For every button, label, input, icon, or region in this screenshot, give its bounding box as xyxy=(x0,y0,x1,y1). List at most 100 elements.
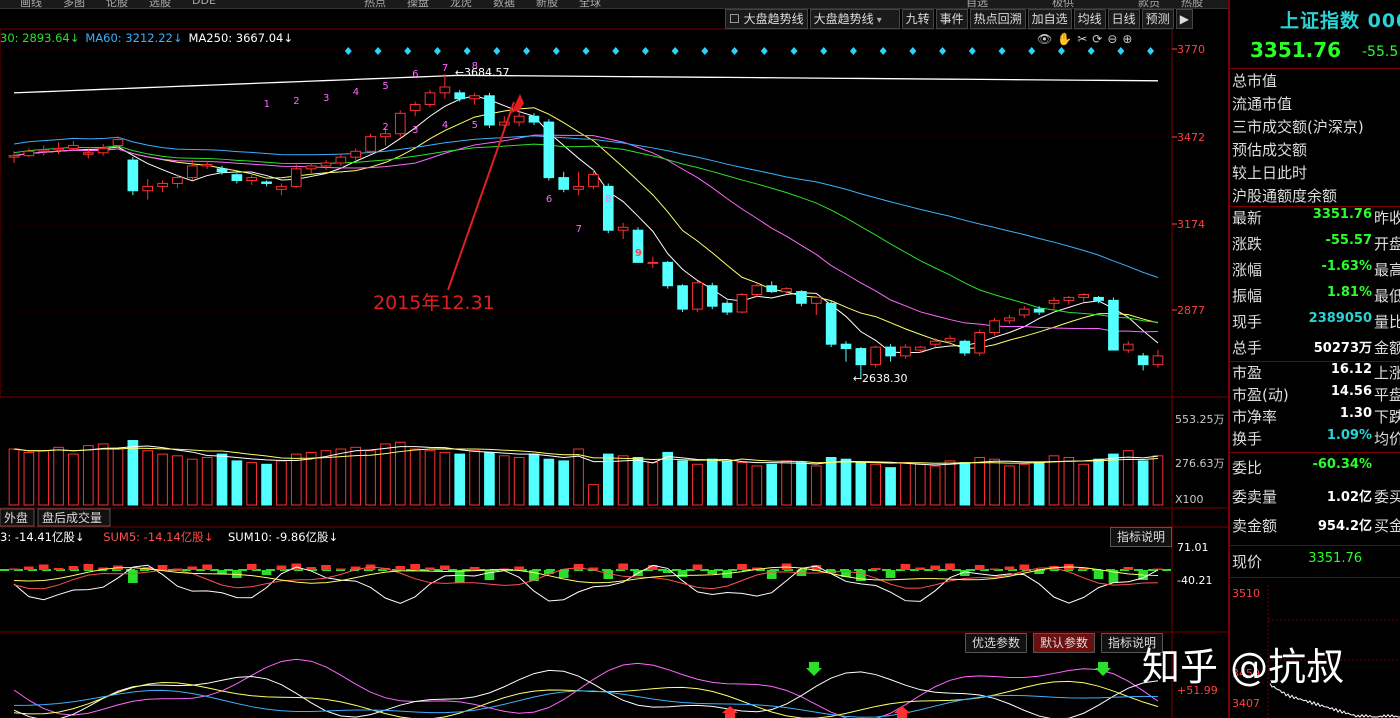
ma-legend-item: 30: 2893.64↓ xyxy=(0,31,80,45)
top-menu-item[interactable]: 论股 xyxy=(106,0,128,9)
volume-bar xyxy=(870,463,882,506)
hand-icon[interactable]: ✋ xyxy=(1057,32,1073,46)
volume-bar xyxy=(142,450,154,506)
annotation-arrow xyxy=(447,101,515,291)
top-menu-item[interactable]: 新股 xyxy=(536,0,558,9)
indicator1-bar xyxy=(826,570,836,573)
nine-turn-label: 3 xyxy=(323,93,329,104)
candle-body xyxy=(870,346,882,366)
volume-bar xyxy=(216,453,228,506)
indicator2-line-b xyxy=(13,669,1159,718)
top-menu-item[interactable]: 款员 xyxy=(1138,0,1160,9)
indicator1-bar xyxy=(380,568,391,570)
toolbar-button-8[interactable]: 预测 xyxy=(1141,9,1174,29)
top-menu-bar: 画线 多图 论股 选股 DDE 热点 操盘 龙虎 数据 新股 全球 自选 极供 款员 热股 xyxy=(0,0,1228,9)
candle-body xyxy=(513,115,525,123)
toolbar-button-1[interactable]: 大盘趋势线 xyxy=(809,9,900,29)
indicator1-bar xyxy=(856,570,866,581)
candle-body xyxy=(796,291,807,304)
indicator1-help-button[interactable]: 指标说明 xyxy=(1110,527,1173,547)
price-pane-border xyxy=(0,28,1173,398)
volume-bar xyxy=(573,448,584,506)
candle-body xyxy=(201,163,213,167)
candle-body xyxy=(736,294,748,313)
top-menu-item[interactable]: 热点 xyxy=(364,0,386,9)
nine-turn-label: 6 xyxy=(412,69,418,80)
ma20-line xyxy=(13,134,1159,333)
candle-body xyxy=(810,296,822,304)
eye-icon[interactable]: 👁 xyxy=(1037,32,1053,46)
indicator1-bar xyxy=(930,565,940,570)
indicator1-bar xyxy=(915,567,926,570)
toolbar-button-5[interactable]: 加自选 xyxy=(1027,9,1072,29)
nine-turn-label: 9 xyxy=(635,248,642,259)
signal-diamond xyxy=(849,47,857,55)
indicator-help-button[interactable]: 指标说明 xyxy=(1101,633,1164,653)
candle-body xyxy=(68,144,79,149)
candle-body xyxy=(662,261,674,287)
indicator1-bar xyxy=(321,565,331,570)
nine-turn-label: 3 xyxy=(412,125,418,136)
top-menu-item[interactable]: 选股 xyxy=(149,0,171,9)
candle-body xyxy=(38,149,50,152)
signal-diamond xyxy=(374,47,382,55)
zoom-in-icon[interactable]: ⊕ xyxy=(1122,32,1133,46)
toolbar-button-0[interactable]: ☐ 大盘趋势线 xyxy=(725,9,808,29)
top-menu-item[interactable]: 操盘 xyxy=(407,0,429,9)
top-menu-item[interactable]: 数据 xyxy=(493,0,515,9)
indicator1-bar xyxy=(187,566,198,570)
zoom-out-icon[interactable]: ⊖ xyxy=(1107,32,1118,46)
top-menu-item[interactable]: 多图 xyxy=(63,0,85,9)
indicator1-bar xyxy=(1123,567,1134,570)
toolbar-button-4[interactable]: 热点回溯 xyxy=(969,9,1026,29)
kline-chart-area[interactable]: 3770 3472 3174 2877 1 2 3 4 5 6 7 8 2 3 4 5 6 7 8 9 ←3684.57… xyxy=(0,0,1228,718)
top-menu-item[interactable]: DDE xyxy=(192,0,216,7)
candle-body xyxy=(82,152,94,155)
toolbar-button-6[interactable]: 均线 xyxy=(1073,9,1106,29)
top-menu-item[interactable]: 自选 xyxy=(966,0,988,9)
top-menu-item[interactable]: 热股 xyxy=(1181,0,1203,9)
nine-turn-label: 4 xyxy=(442,120,448,131)
signal-diamond xyxy=(641,47,649,55)
volume-bar xyxy=(23,451,35,506)
optimal-params-button[interactable]: 优选参数 xyxy=(965,633,1028,653)
toolbar-button-9[interactable]: ▶ xyxy=(1175,9,1193,29)
toolbar-button-2[interactable]: 九转 xyxy=(901,9,934,29)
toolbar-button-7[interactable]: 日线 xyxy=(1107,9,1140,29)
intraday-mini-chart[interactable]: 3510 3459 3407 xyxy=(1230,585,1400,718)
nine-turn-label: 5 xyxy=(382,81,388,92)
candle-body xyxy=(261,181,272,184)
signal-diamond xyxy=(701,47,709,55)
indicator1-bar xyxy=(440,565,450,570)
indicator1-legend: SUM5: -14.14亿股↓ xyxy=(103,530,213,544)
top-menu-item[interactable]: 全球 xyxy=(579,0,601,9)
signal-diamond xyxy=(1087,47,1095,55)
mini-axis-label: 3407 xyxy=(1232,697,1260,710)
ma5-line xyxy=(13,95,1159,354)
scissors-icon[interactable]: ✂ xyxy=(1077,32,1088,46)
default-params-button[interactable]: 默认参数 xyxy=(1033,633,1096,653)
signal-diamond xyxy=(344,47,352,55)
top-menu-item[interactable]: 极供 xyxy=(1052,0,1074,9)
ma10-line xyxy=(13,107,1159,350)
indicator1-bar xyxy=(261,570,272,575)
volume-bar xyxy=(97,443,109,506)
top-menu-item[interactable]: 画线 xyxy=(20,0,42,9)
signal-diamond xyxy=(433,47,441,55)
volume-bar xyxy=(186,458,198,506)
signal-diamond xyxy=(1117,47,1125,55)
refresh-icon[interactable]: ⟳ xyxy=(1092,32,1103,46)
volume-bar xyxy=(1137,460,1149,506)
indicator2-signal-arrow xyxy=(894,706,910,718)
indicator1-bar xyxy=(128,570,138,583)
indicator1-line-a xyxy=(13,564,1159,604)
ma250-line xyxy=(13,74,1159,94)
top-menu-item[interactable]: 龙虎 xyxy=(450,0,472,9)
toolbar-button-3[interactable]: 事件 xyxy=(935,9,968,29)
volume-bar xyxy=(498,455,510,506)
signal-diamond xyxy=(909,47,917,55)
signal-diamond xyxy=(493,47,501,55)
volume-bar xyxy=(647,462,659,506)
indicator1-bar xyxy=(1004,566,1015,570)
volume-bar xyxy=(320,450,332,506)
